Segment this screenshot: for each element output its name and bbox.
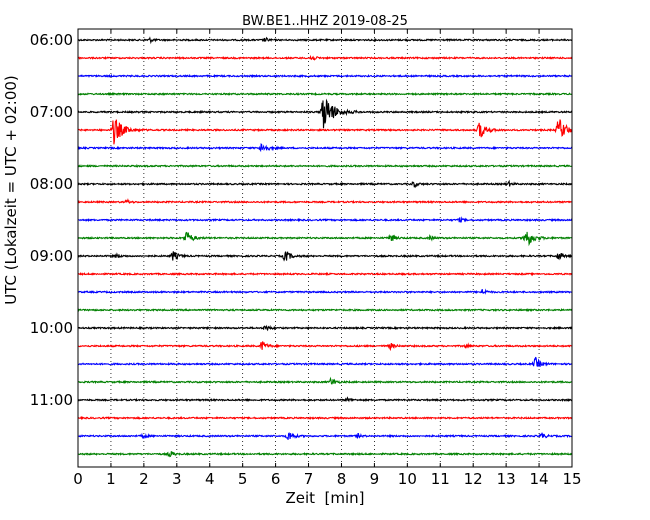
- x-tick-label: 1: [106, 470, 116, 488]
- trace-line: [77, 307, 573, 313]
- x-tick-label: 8: [337, 470, 347, 488]
- trace-line: [77, 356, 573, 367]
- trace-line: [77, 432, 573, 440]
- trace-line: [77, 231, 573, 247]
- trace-line: [77, 143, 573, 153]
- trace-line: [77, 396, 573, 403]
- x-tick-label: 2: [139, 470, 149, 488]
- trace-line: [77, 451, 573, 458]
- y-tick-label: 11:00: [30, 391, 73, 409]
- trace-line: [77, 198, 573, 205]
- plot-frame: [77, 28, 573, 468]
- x-tick-label: 9: [370, 470, 380, 488]
- x-tick-label: 13: [497, 470, 516, 488]
- trace-line: [77, 376, 573, 385]
- x-tick-label: 0: [73, 470, 83, 488]
- y-tick-label: 07:00: [30, 103, 73, 121]
- trace-line: [77, 415, 573, 421]
- x-tick-label: 5: [238, 470, 248, 488]
- trace-line: [77, 324, 573, 332]
- y-tick-label: 06:00: [30, 31, 73, 49]
- trace-line: [77, 216, 573, 223]
- trace-line: [77, 119, 573, 145]
- trace-line: [77, 98, 573, 129]
- trace-line: [77, 341, 573, 352]
- trace-line: [77, 91, 573, 97]
- trace-line: [77, 179, 573, 189]
- trace-line: [77, 288, 573, 295]
- trace-series: [77, 36, 573, 458]
- x-tick-label: 3: [172, 470, 182, 488]
- trace-line: [77, 36, 573, 45]
- x-tick-label: 10: [398, 470, 417, 488]
- x-tick-label: 4: [205, 470, 215, 488]
- trace-line: [77, 54, 573, 61]
- y-tick-label: 09:00: [30, 247, 73, 265]
- y-axis-label: UTC (Lokalzeit = UTC + 02:00): [2, 75, 20, 305]
- chart-title: BW.BE1..HHZ 2019-08-25: [242, 14, 408, 29]
- trace-line: [77, 163, 573, 169]
- x-tick-label: 7: [304, 470, 314, 488]
- trace-line: [77, 251, 573, 262]
- x-tick-label: 6: [271, 470, 281, 488]
- x-tick-label: 15: [562, 470, 581, 488]
- axis-ticks: 0 1 2 3 4 5 6 7 8 9 10 11 12 13 14 1506:0007:0008:0009:…: [30, 29, 582, 488]
- trace-line: [77, 271, 573, 277]
- x-axis-label: Zeit [min]: [285, 489, 364, 507]
- x-tick-label: 11: [431, 470, 450, 488]
- x-tick-label: 12: [464, 470, 483, 488]
- y-tick-label: 08:00: [30, 175, 73, 193]
- x-tick-label: 14: [530, 470, 549, 488]
- y-tick-label: 10:00: [30, 319, 73, 337]
- trace-line: [77, 73, 573, 79]
